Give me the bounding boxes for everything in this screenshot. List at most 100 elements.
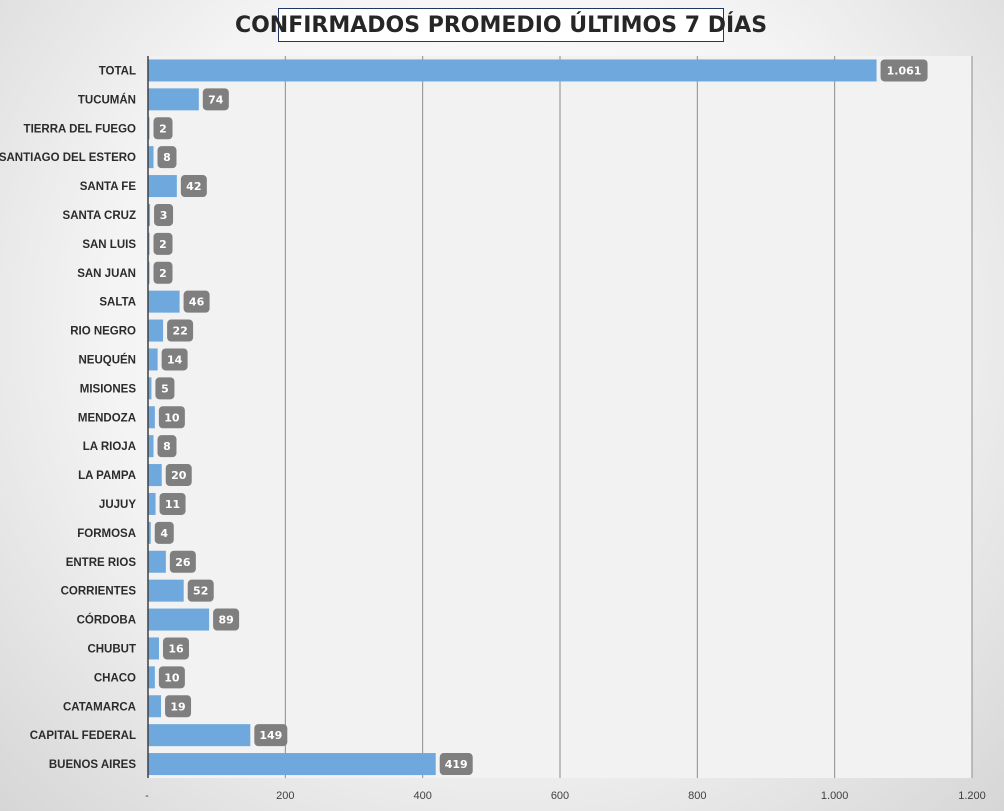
category-label: SALTA (99, 297, 136, 309)
x-tick-label: 1.000 (821, 790, 849, 802)
x-tick-label: 400 (413, 790, 431, 802)
data-label: 3 (160, 209, 168, 222)
category-label: SAN JUAN (77, 268, 136, 280)
data-label-box (158, 666, 185, 689)
data-label-box (162, 637, 189, 660)
bar (148, 637, 159, 660)
data-label-box (159, 492, 186, 515)
bar (148, 579, 184, 602)
bar (148, 464, 162, 487)
bar (148, 348, 158, 371)
data-label: 419 (445, 758, 468, 771)
category-label: TOTAL (99, 65, 136, 77)
chart-title: CONFIRMADOS PROMEDIO ÚLTIMOS 7 DÍAS (235, 8, 767, 42)
bar (148, 695, 162, 718)
data-label: 52 (193, 585, 208, 598)
bar (148, 435, 154, 458)
data-label-box (213, 608, 240, 631)
bar (148, 666, 155, 689)
category-label: CAPITAL FEDERAL (30, 730, 136, 742)
category-label: CHUBUT (87, 643, 136, 655)
data-label-box (158, 406, 185, 429)
x-tick-label: 200 (276, 790, 294, 802)
data-label: 89 (218, 614, 233, 627)
bar (148, 377, 152, 400)
x-tick-label: 600 (551, 790, 569, 802)
x-tick-label: 800 (688, 790, 706, 802)
data-label: 19 (170, 700, 185, 713)
data-label: 5 (161, 382, 169, 395)
data-label: 22 (172, 325, 187, 338)
data-label: 2 (159, 238, 167, 251)
data-label-box (154, 203, 174, 226)
x-axis-tick-labels: - 200 400 600 800 1.000 1.200 (145, 790, 986, 802)
data-label-box (153, 117, 173, 140)
category-label: SANTA CRUZ (63, 210, 136, 222)
data-label: 14 (167, 353, 183, 366)
data-label-box (169, 550, 196, 573)
category-label: NEUQUÉN (78, 353, 136, 366)
data-label-box (153, 261, 173, 284)
bar (148, 753, 436, 776)
data-label-box (254, 724, 288, 747)
data-label: 74 (208, 93, 224, 106)
category-label: MISIONES (80, 383, 137, 395)
bar (148, 203, 151, 226)
data-label-box (180, 175, 207, 198)
category-labels: TOTAL TUCUMÁN TIERRA DEL FUEGO SANTIAGO DEL… (0, 65, 136, 771)
data-label: 2 (159, 267, 167, 280)
category-label: CÓRDOBA (77, 614, 136, 627)
category-label: RIO NEGRO (70, 326, 136, 338)
bar (148, 550, 166, 573)
category-label: SANTIAGO DEL ESTERO (0, 152, 136, 164)
data-label: 11 (165, 498, 180, 511)
data-label: 42 (186, 180, 201, 193)
bar (148, 290, 180, 313)
bar (148, 521, 151, 544)
data-label-box (187, 579, 214, 602)
data-label-box (202, 88, 229, 111)
bar (148, 175, 177, 198)
data-labels: 1.06174284232246221451082011426528916101… (153, 59, 928, 776)
category-label: TIERRA DEL FUEGO (24, 123, 137, 135)
bar (148, 88, 199, 111)
data-label: 149 (259, 729, 282, 742)
data-label: 46 (189, 296, 205, 309)
data-label: 8 (163, 151, 171, 164)
category-label: CORRIENTES (61, 586, 137, 598)
bar (148, 724, 251, 747)
data-label-box (167, 319, 194, 342)
x-tick-label: 1.200 (958, 790, 986, 802)
category-label: CATAMARCA (63, 701, 136, 713)
data-label: 1.061 (887, 64, 922, 77)
data-label-box (165, 464, 192, 487)
category-label: FORMOSA (77, 528, 136, 540)
bar (148, 319, 164, 342)
data-label-box (157, 146, 177, 169)
data-label-box (165, 695, 192, 718)
category-label: TUCUMÁN (78, 93, 136, 106)
bar (148, 406, 155, 429)
category-label: LA PAMPA (78, 470, 136, 482)
gridlines (284, 56, 973, 778)
data-label: 2 (159, 122, 167, 135)
data-label: 10 (164, 411, 180, 424)
data-label-box (154, 521, 174, 544)
bar (148, 608, 210, 631)
category-label: CHACO (94, 672, 136, 684)
data-label: 4 (160, 527, 168, 540)
data-label-box (880, 59, 928, 82)
category-label: MENDOZA (78, 412, 136, 424)
data-label-box (183, 290, 210, 313)
data-label-box (155, 377, 175, 400)
data-label: 26 (175, 556, 191, 569)
category-label: JUJUY (99, 499, 136, 511)
category-label: ENTRE RIOS (66, 557, 137, 569)
bar (148, 59, 877, 82)
category-label: BUENOS AIRES (49, 759, 136, 771)
data-label: 10 (164, 671, 180, 684)
data-label-box (161, 348, 188, 371)
data-label: 16 (168, 642, 184, 655)
category-label: SANTA FE (80, 181, 137, 193)
